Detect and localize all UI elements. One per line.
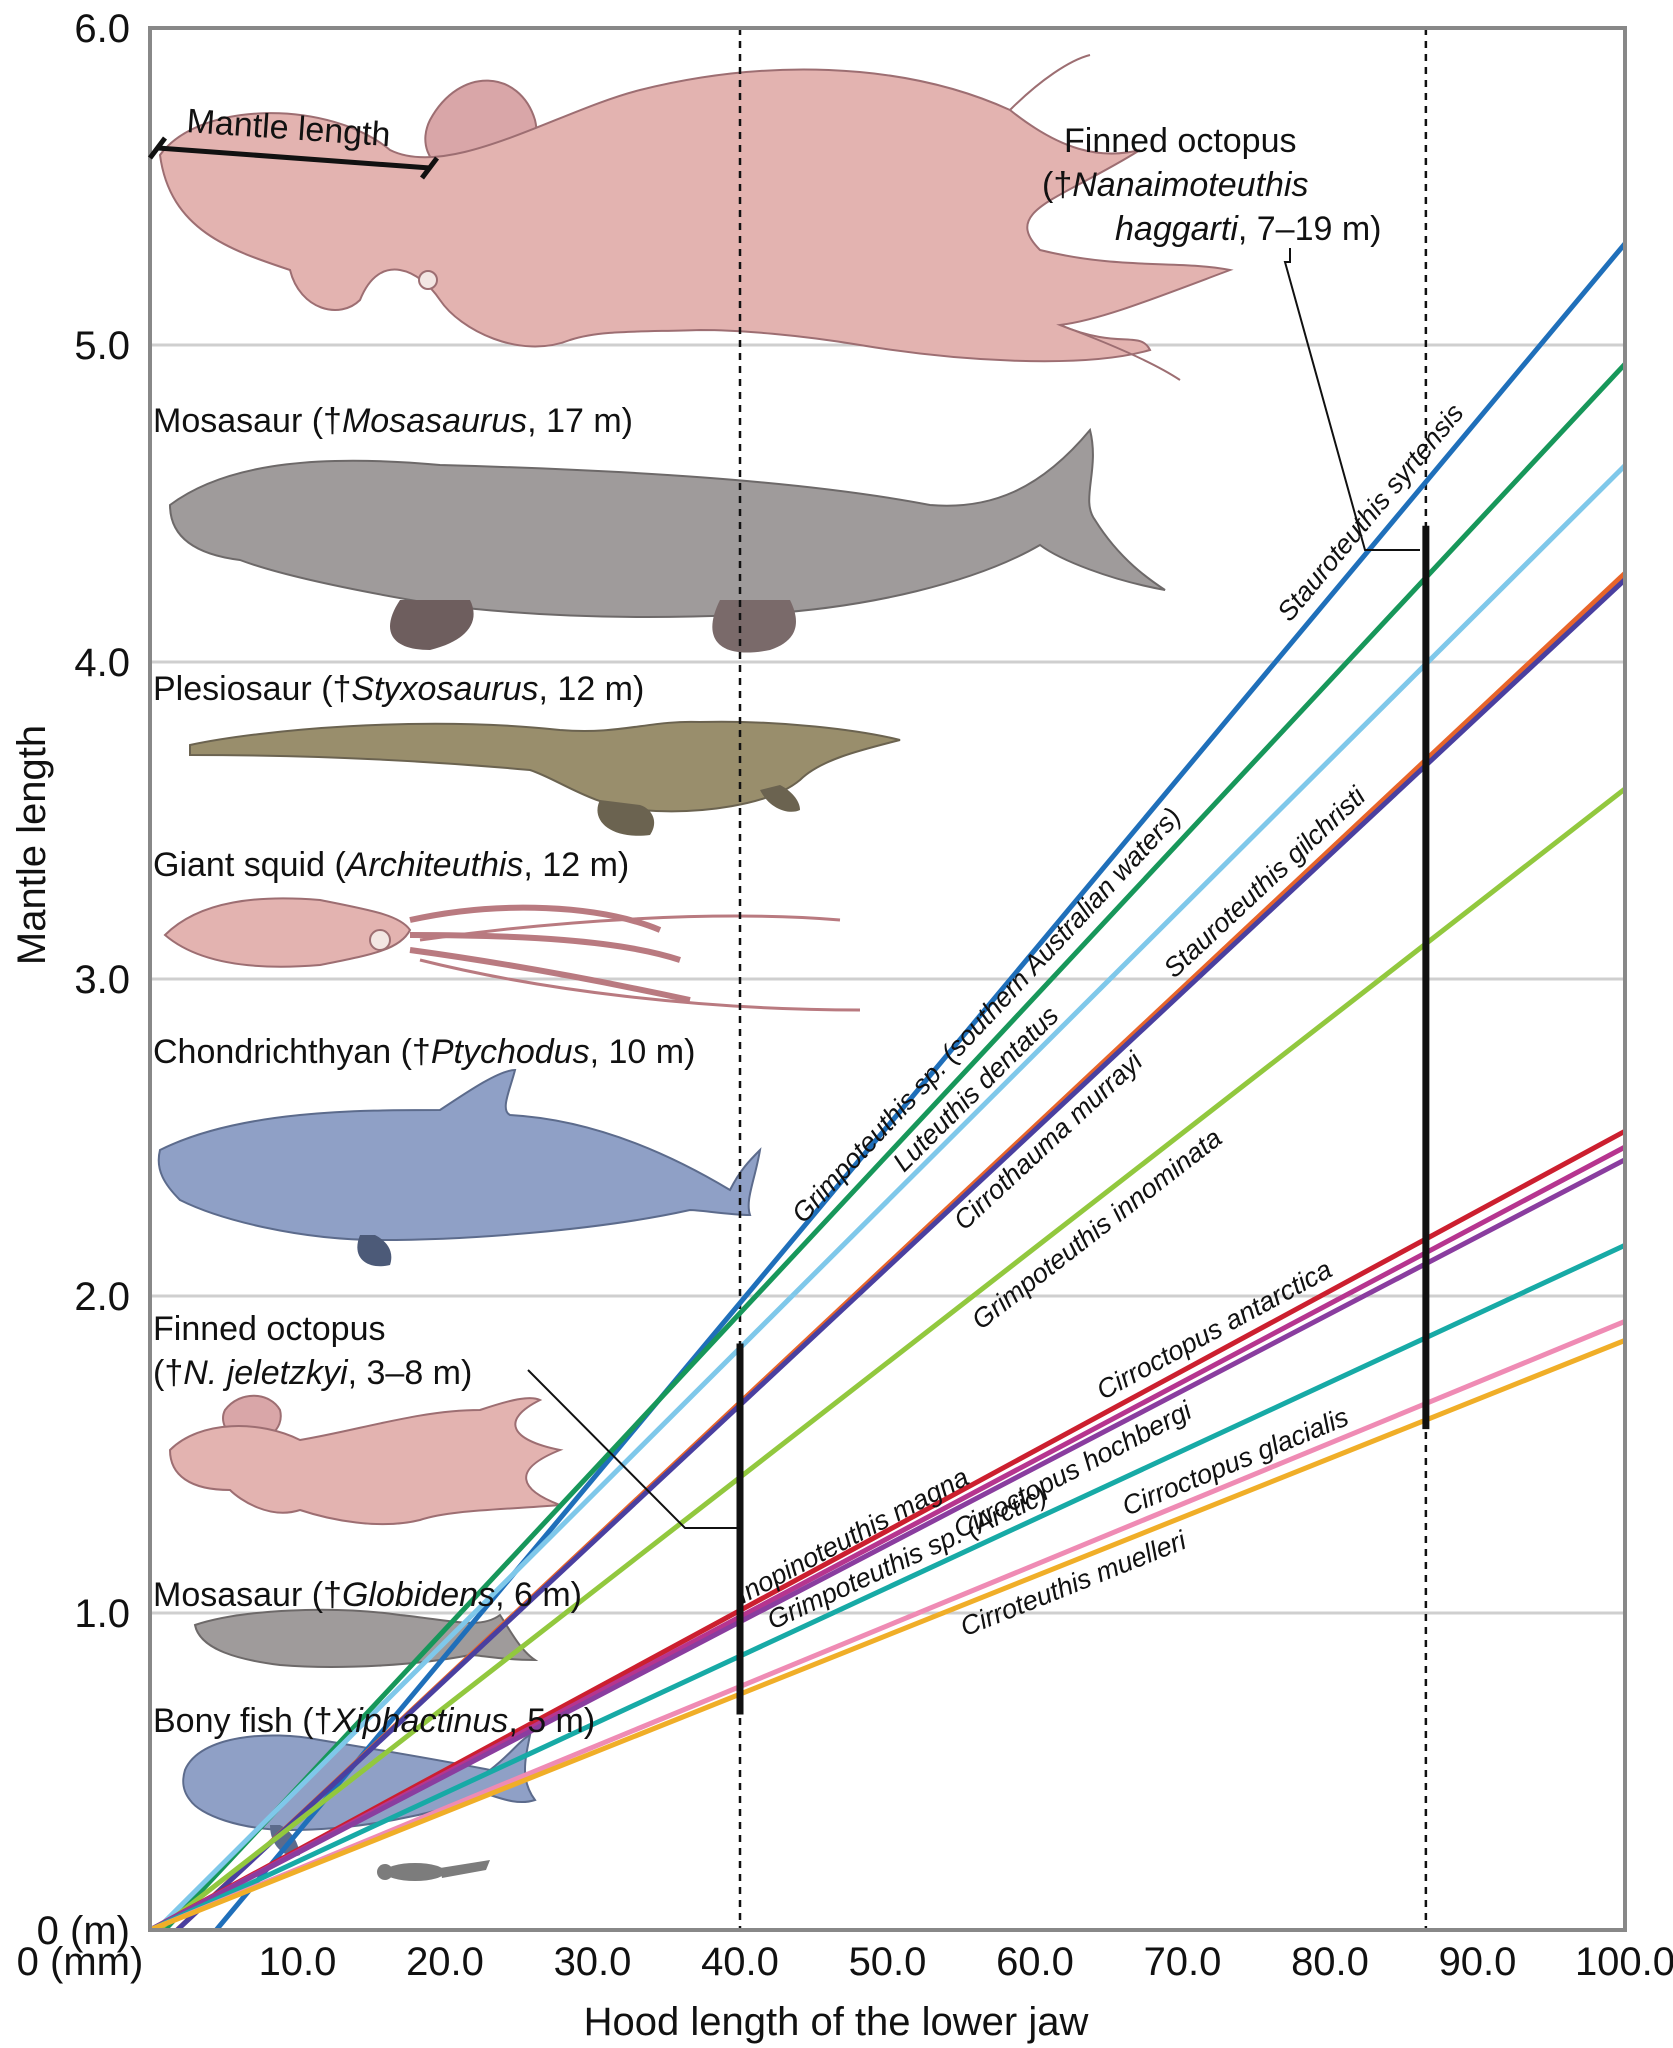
x-tick-label: 80.0 <box>1291 1940 1369 1984</box>
y-tick-label: 6.0 <box>74 7 130 51</box>
label-ptychodus: Chondrichthyan (†Ptychodus, 10 m) <box>153 1033 695 1071</box>
y-tick-label: 5.0 <box>74 324 130 368</box>
x-tick-label: 20.0 <box>406 1940 484 1984</box>
x-tick-label: 10.0 <box>259 1940 337 1984</box>
chondrichthyan-illustration <box>157 1068 762 1267</box>
globidens-illustration <box>193 1608 539 1668</box>
organism-labels: Finned octopus (†Nanaimoteuthis haggarti… <box>153 122 1382 1740</box>
x-tick-label: 100.0 <box>1575 1940 1673 1984</box>
y-tick-label: 3.0 <box>74 958 130 1002</box>
series-line <box>150 1157 1625 1930</box>
y-tick-label: 0 (m) <box>37 1909 130 1953</box>
y-tick-label: 4.0 <box>74 641 130 685</box>
mosasaurus-illustration <box>168 427 1166 653</box>
label-architeuthis: Giant squid (Architeuthis, 12 m) <box>153 846 629 884</box>
series-label: Stauroteuthis gilchristi <box>1158 780 1372 983</box>
series-line <box>150 1319 1625 1930</box>
series-line <box>150 1243 1625 1930</box>
x-tick-label: 30.0 <box>554 1940 632 1984</box>
label-styxosaurus: Plesiosaur (†Styxosaurus, 12 m) <box>153 670 644 708</box>
y-axis-title: Mantle length <box>10 725 54 965</box>
series-line <box>161 362 1625 1930</box>
plesiosaur-illustration <box>189 720 901 836</box>
giant-squid-illustration <box>163 897 861 1012</box>
x-tick-label: 40.0 <box>701 1940 779 1984</box>
diver-illustration <box>377 1860 490 1881</box>
x-tick-label: 0 (mm) <box>17 1940 144 1984</box>
series-label: Stauroteuthis syrtensis <box>1271 398 1469 627</box>
y-tick-labels: 0 (m) 1.0 2.0 3.0 4.0 5.0 6.0 <box>37 7 130 1953</box>
y-tick-label: 2.0 <box>74 1275 130 1319</box>
x-tick-label: 90.0 <box>1439 1940 1517 1984</box>
label-nanaimoteuthis: Finned octopus (†Nanaimoteuthis haggarti… <box>1042 122 1382 248</box>
label-globidens: Mosasaur (†Globidens, 6 m) <box>153 1576 582 1614</box>
label-mosasaurus: Mosasaur (†Mosasaurus, 17 m) <box>153 402 633 440</box>
leader-lines <box>527 248 1420 1529</box>
plot-frame <box>148 26 1627 1932</box>
series-label: Grimpoteuthis sp. (southern Australian w… <box>786 802 1187 1229</box>
series-line <box>173 577 1625 1930</box>
x-tick-labels: 0 (mm) 10.0 20.0 30.0 40.0 50.0 60.0 70.0 80.0 90… <box>17 1940 1673 1984</box>
series-line <box>154 786 1625 1930</box>
finned-octopus-small-illustration <box>168 1394 564 1526</box>
x-tick-label: 60.0 <box>996 1940 1074 1984</box>
label-xiphactinus: Bony fish (†Xiphactinus, 5 m) <box>153 1702 595 1740</box>
series-lines <box>150 241 1625 1930</box>
finned-octopus-large-illustration <box>158 54 1234 381</box>
series-line <box>152 463 1625 1930</box>
x-tick-label: 70.0 <box>1144 1940 1222 1984</box>
y-tick-label: 1.0 <box>74 1592 130 1636</box>
x-tick-label: 50.0 <box>849 1940 927 1984</box>
series-line <box>212 241 1625 1930</box>
x-axis-title: Hood length of the lower jaw <box>584 2000 1089 2044</box>
label-jeletzkyi: Finned octopus (†N. jeletzkyi, 3–8 m) <box>153 1310 472 1392</box>
range-bars <box>736 525 1430 1715</box>
series-line <box>150 1338 1625 1930</box>
